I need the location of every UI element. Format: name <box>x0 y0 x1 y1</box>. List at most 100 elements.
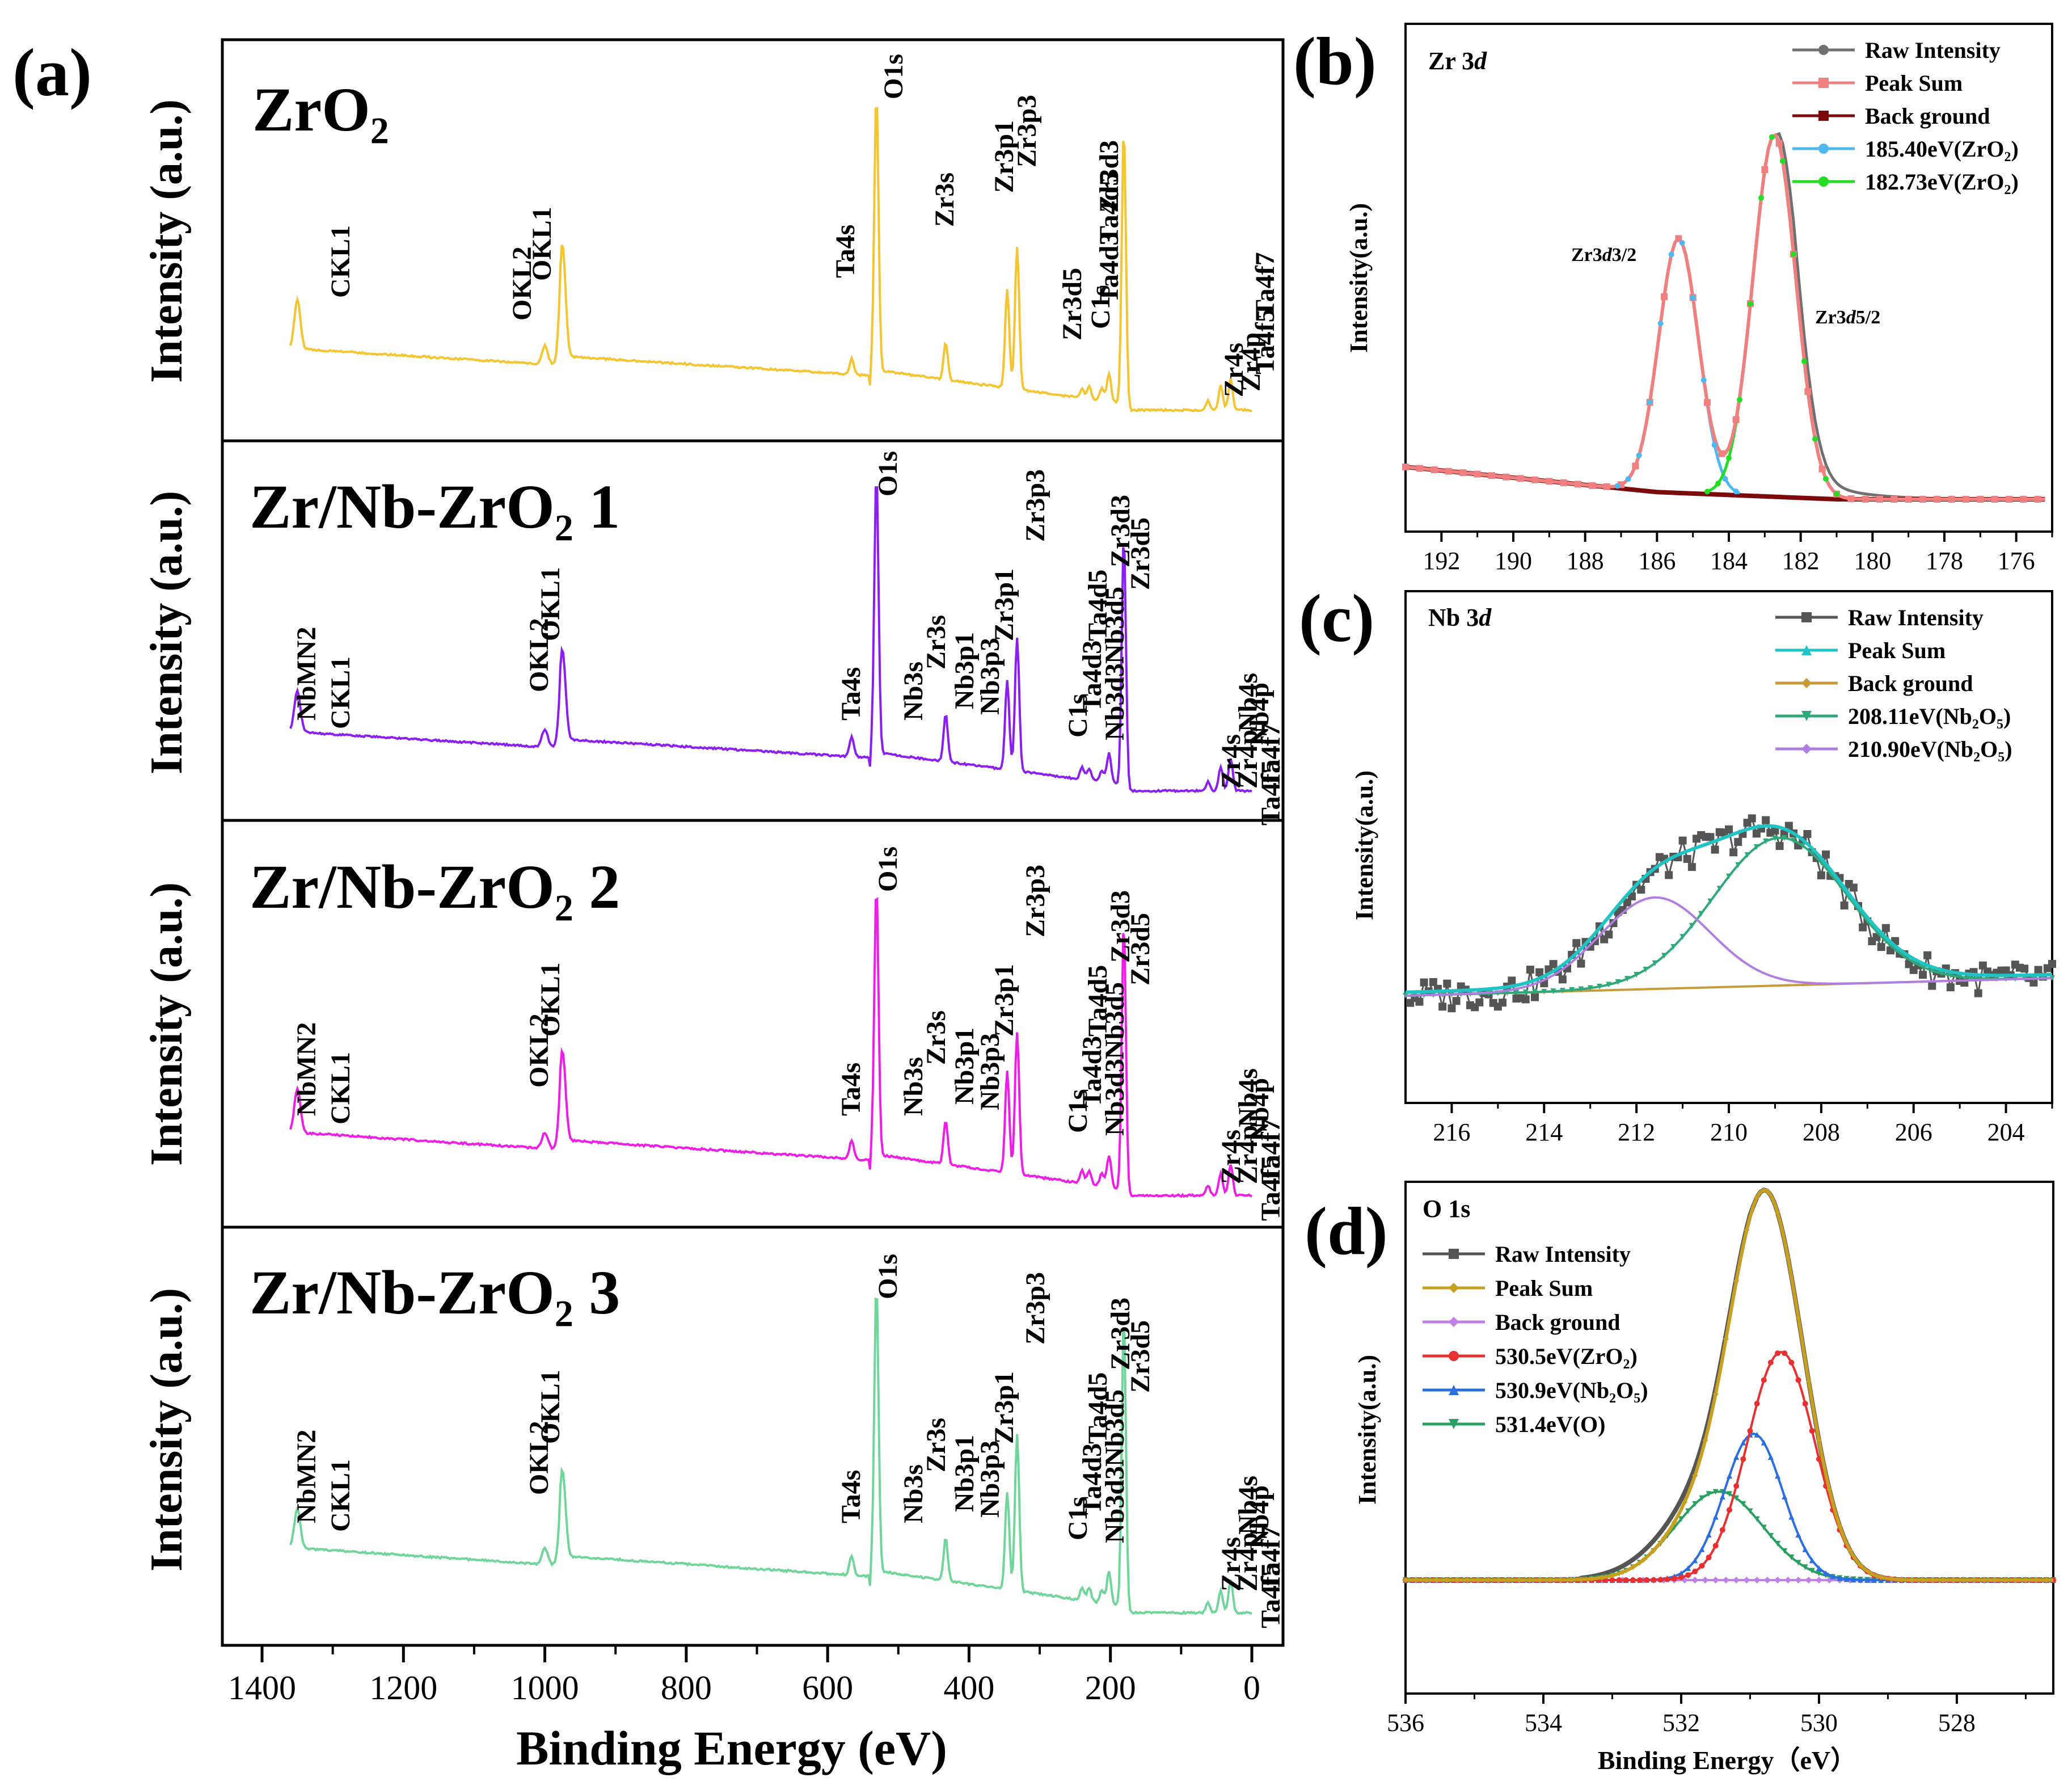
a-xtick-label: 400 <box>943 1669 994 1707</box>
c-raw-point <box>1420 978 1428 987</box>
d-peak1-point <box>1637 1577 1643 1583</box>
b-sum-point <box>1603 483 1610 490</box>
d-legend-entry: 530.9eV(Nb₂O₅) <box>1495 1378 1648 1403</box>
c-tick-label: 204 <box>1987 1118 2025 1146</box>
b-peak2-point <box>1791 251 1796 257</box>
d-peak3-point <box>1699 1495 1705 1501</box>
a3-peak-label: Ta4d5 <box>1083 965 1113 1037</box>
b-plot <box>1402 132 2045 503</box>
a4-peak-label: O1s <box>873 1254 903 1299</box>
d-peak3-point <box>1761 1524 1767 1531</box>
a-spectrum-zrnb-2 <box>289 897 1252 1198</box>
d-sum-point <box>1764 1188 1770 1194</box>
b-sum-point <box>1589 482 1596 489</box>
b-sum-point <box>1430 466 1438 474</box>
d-peak2-point <box>1843 1576 1850 1582</box>
a1-peak-label: Ta4f5 <box>1250 309 1280 374</box>
c-raw-point <box>1526 966 1534 974</box>
a-xtick-label: 800 <box>661 1669 712 1707</box>
a-ylabel-1: Intensity (a.u.) <box>142 99 192 383</box>
panel-label-a: (a) <box>12 35 92 110</box>
c-raw-point <box>1725 825 1733 833</box>
c-raw-point <box>1923 951 1932 959</box>
d-peak1-point <box>1678 1574 1684 1581</box>
a-xtick-label: 1000 <box>511 1669 579 1707</box>
d-peak3-point <box>1795 1560 1801 1566</box>
d-sum-point <box>1733 1278 1740 1284</box>
b-sum-point <box>2006 496 2012 503</box>
a4-peak-label: Zr4s <box>1216 1537 1246 1591</box>
d-background-point <box>1733 1577 1740 1583</box>
d-background-point <box>1753 1577 1761 1583</box>
c-legend-marker <box>1801 711 1812 721</box>
d-x-axis: 536 534 532 530 528 <box>1387 1694 2027 1737</box>
d-sum-point <box>1640 1557 1647 1563</box>
c-raw-point <box>1762 816 1770 824</box>
c-raw-point <box>1711 845 1719 854</box>
d-legend-entry: Raw Intensity <box>1495 1241 1631 1267</box>
d-peak3-point <box>1809 1568 1815 1574</box>
a-spectrum-zrnb-3 <box>289 1297 1252 1616</box>
d-sum-point <box>1795 1314 1801 1320</box>
a2-peak-label: Zr4p <box>1233 730 1263 789</box>
d-plot <box>1402 1187 2056 1583</box>
a2-peak-label: Zr3s <box>921 615 951 669</box>
b-peak1-point <box>1625 476 1631 482</box>
a4-peak-label: Zr3p1 <box>989 1371 1019 1444</box>
b-tick-label: 186 <box>1638 547 1676 575</box>
d-peak2-point <box>1837 1575 1843 1581</box>
a2-peak-label: Ta4d5 <box>1083 570 1113 641</box>
c-raw-point <box>1748 814 1756 823</box>
c-peak1-point <box>1624 976 1630 982</box>
a4-peak-label: Ta4f5 <box>1256 1562 1286 1628</box>
d-peak2-point <box>1740 1439 1746 1446</box>
c-legend-entry: 210.90eV(Nb₂O₅) <box>1848 736 2012 762</box>
d-peak2-point <box>1761 1439 1767 1446</box>
a4-peak-label: Ta4f7 <box>1256 1526 1286 1591</box>
b-legend-marker <box>1818 176 1829 187</box>
a2-peak-label: Ta4s <box>836 667 866 721</box>
c-peak1-point <box>1679 934 1686 940</box>
d-peak2-point <box>1864 1577 1870 1583</box>
b-tick-label: 190 <box>1495 547 1532 575</box>
d-legend-marker <box>1449 1419 1459 1429</box>
b-annot-zr3d32: Zr3d3/2 <box>1571 245 1636 266</box>
d-sum-point <box>2012 1577 2019 1583</box>
a4-peak-label: Ta4s <box>836 1470 866 1523</box>
a1-peak-label: Zr3d3 <box>1094 140 1124 213</box>
d-sum-point <box>1423 1577 1429 1583</box>
d-peak1-point <box>1727 1507 1732 1513</box>
b-sum-point <box>1862 495 1869 503</box>
c-raw-point <box>1429 978 1437 986</box>
b-peak1-point <box>1636 452 1642 458</box>
c-peak1-point <box>1689 923 1695 929</box>
a2-peak-label: Nb3d5 <box>1100 587 1130 664</box>
a3-peak-label: Nb3p3 <box>975 1033 1005 1110</box>
c-raw-point <box>1443 979 1451 988</box>
a-xtick-label: 0 <box>1243 1669 1260 1707</box>
b-peak1-point <box>1614 483 1621 489</box>
d-background-point <box>1722 1577 1729 1583</box>
d-peak3-point <box>1727 1491 1732 1497</box>
b-peak1-point <box>1690 294 1696 301</box>
d-peak3-point <box>1712 1489 1719 1495</box>
d-peak3-point <box>1816 1570 1822 1577</box>
b-peak2-point <box>1769 134 1775 140</box>
a3-peak-label: NbMN2 <box>292 1022 322 1116</box>
d-peak2-point <box>1678 1570 1684 1576</box>
d-ylabel: Intensity(a.u.) <box>1353 1355 1381 1505</box>
c-peak1-point <box>1716 886 1723 892</box>
a-xtick-label: 1400 <box>228 1669 296 1707</box>
c-raw-point <box>1415 997 1424 1006</box>
c-raw-point <box>1531 993 1539 1001</box>
a3-peak-label: C1s <box>1063 1089 1093 1133</box>
d-peak1-point <box>1706 1555 1712 1561</box>
a4-peak-label: Zr3d5 <box>1125 1320 1155 1393</box>
b-sum-point <box>1445 467 1452 475</box>
c-peak1-point <box>1938 970 1944 976</box>
a4-peak-label: Nb3p3 <box>975 1441 1005 1518</box>
d-background-point <box>1712 1577 1719 1583</box>
d-sum-point <box>1702 1437 1708 1443</box>
b-annot-zr3d52: Zr3d5/2 <box>1815 307 1880 328</box>
